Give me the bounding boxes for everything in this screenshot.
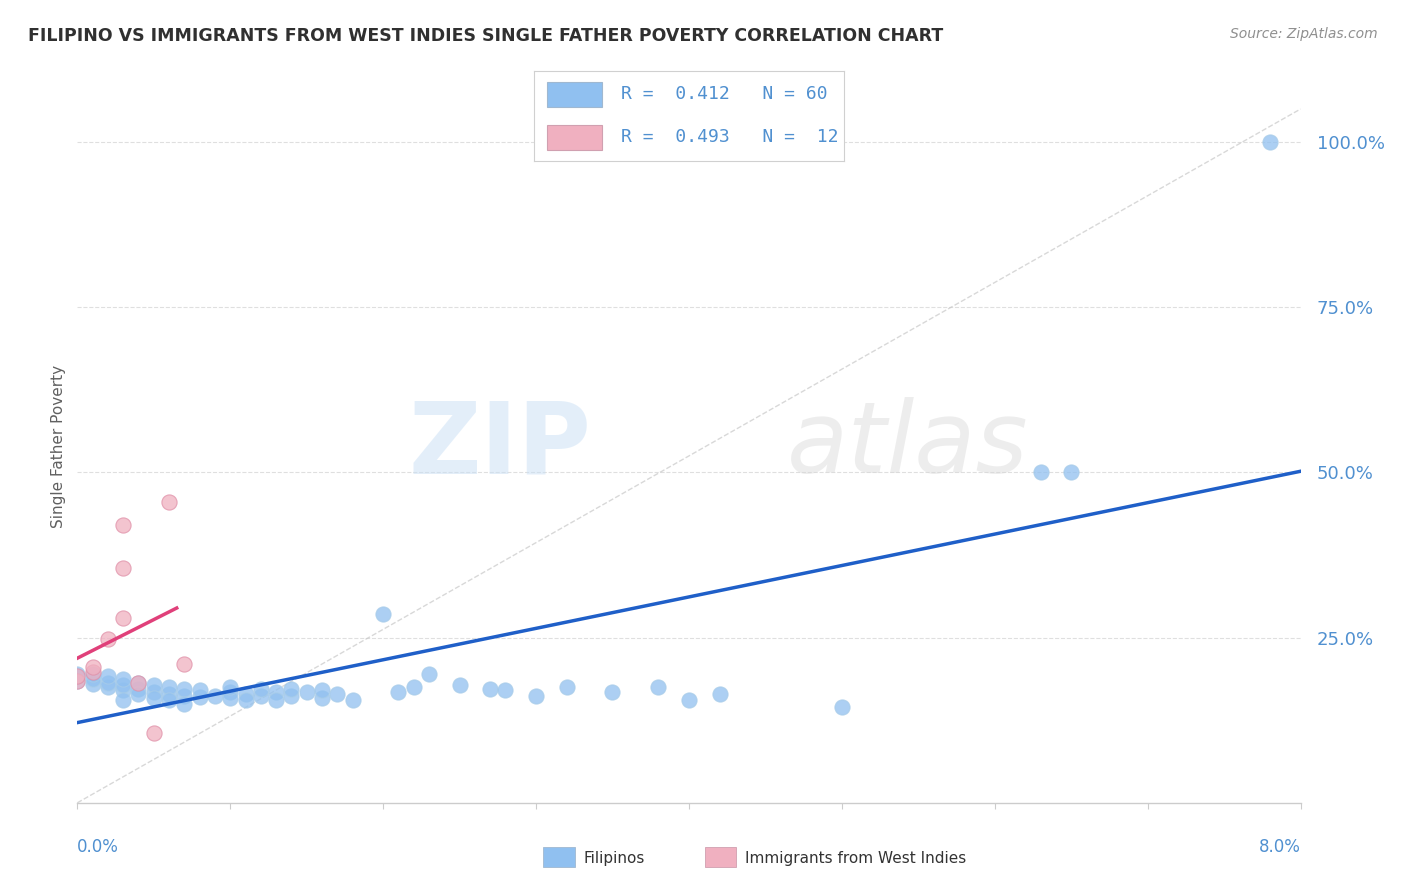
Point bbox=[524, 689, 547, 703]
Point bbox=[342, 693, 364, 707]
FancyBboxPatch shape bbox=[547, 125, 602, 150]
Point bbox=[82, 677, 104, 691]
Point bbox=[66, 669, 89, 683]
Point bbox=[280, 689, 302, 703]
Text: Immigrants from West Indies: Immigrants from West Indies bbox=[745, 851, 966, 865]
Point bbox=[112, 672, 135, 686]
Point bbox=[235, 693, 257, 707]
Point bbox=[418, 667, 440, 681]
Point bbox=[387, 685, 409, 699]
Point bbox=[82, 660, 104, 674]
Point bbox=[82, 672, 104, 686]
Point bbox=[188, 683, 211, 698]
Text: R =  0.493   N =  12: R = 0.493 N = 12 bbox=[621, 128, 838, 146]
Point bbox=[311, 683, 333, 698]
Point bbox=[831, 700, 853, 714]
Point bbox=[311, 691, 333, 706]
Point bbox=[280, 682, 302, 697]
Point bbox=[157, 693, 180, 707]
Point bbox=[219, 691, 242, 706]
Point bbox=[97, 632, 120, 646]
Point bbox=[112, 678, 135, 692]
Point bbox=[157, 495, 180, 509]
Point bbox=[602, 685, 624, 699]
Point bbox=[82, 667, 104, 681]
Point bbox=[127, 687, 149, 701]
Point bbox=[97, 680, 120, 694]
Point bbox=[142, 726, 165, 740]
Point bbox=[678, 693, 700, 707]
Point bbox=[142, 678, 165, 692]
Point bbox=[204, 689, 226, 703]
Point bbox=[479, 682, 502, 697]
FancyBboxPatch shape bbox=[547, 82, 602, 107]
Point bbox=[97, 669, 120, 683]
Point bbox=[219, 685, 242, 699]
Point bbox=[173, 657, 195, 671]
Text: ZIP: ZIP bbox=[408, 398, 591, 494]
Text: R =  0.412   N = 60: R = 0.412 N = 60 bbox=[621, 85, 828, 103]
Point bbox=[112, 611, 135, 625]
Point bbox=[66, 670, 89, 684]
Point bbox=[157, 687, 180, 701]
Point bbox=[66, 667, 89, 681]
Text: FILIPINO VS IMMIGRANTS FROM WEST INDIES SINGLE FATHER POVERTY CORRELATION CHART: FILIPINO VS IMMIGRANTS FROM WEST INDIES … bbox=[28, 27, 943, 45]
Point bbox=[66, 673, 89, 688]
Point bbox=[112, 561, 135, 575]
Point bbox=[219, 680, 242, 694]
Text: 0.0%: 0.0% bbox=[77, 838, 120, 856]
Point bbox=[264, 693, 287, 707]
Point bbox=[647, 680, 669, 694]
Point bbox=[1029, 466, 1052, 480]
Point bbox=[250, 682, 273, 697]
Point bbox=[127, 675, 149, 690]
Y-axis label: Single Father Poverty: Single Father Poverty bbox=[51, 365, 66, 527]
Point bbox=[66, 673, 89, 688]
Text: atlas: atlas bbox=[787, 398, 1028, 494]
Point bbox=[371, 607, 394, 622]
Point bbox=[709, 687, 731, 701]
Point bbox=[173, 689, 195, 703]
Point bbox=[295, 685, 318, 699]
Point bbox=[264, 685, 287, 699]
FancyBboxPatch shape bbox=[543, 847, 575, 867]
Text: 8.0%: 8.0% bbox=[1258, 838, 1301, 856]
Point bbox=[250, 689, 273, 703]
Point bbox=[157, 680, 180, 694]
Point bbox=[495, 683, 517, 698]
Point bbox=[1258, 135, 1281, 149]
Point bbox=[555, 680, 578, 694]
FancyBboxPatch shape bbox=[704, 847, 737, 867]
Text: Filipinos: Filipinos bbox=[583, 851, 645, 865]
Point bbox=[173, 697, 195, 711]
Point bbox=[112, 518, 135, 533]
Point bbox=[97, 675, 120, 690]
Point bbox=[188, 690, 211, 704]
Point bbox=[235, 687, 257, 701]
Point bbox=[173, 682, 195, 697]
Point bbox=[326, 687, 349, 701]
Point bbox=[449, 678, 471, 692]
Text: Source: ZipAtlas.com: Source: ZipAtlas.com bbox=[1230, 27, 1378, 41]
Point bbox=[127, 682, 149, 697]
Point bbox=[82, 665, 104, 679]
Point bbox=[112, 693, 135, 707]
Point bbox=[1060, 466, 1083, 480]
Point bbox=[127, 675, 149, 690]
Point bbox=[112, 683, 135, 698]
Point bbox=[142, 691, 165, 706]
Point bbox=[142, 685, 165, 699]
Point bbox=[402, 680, 425, 694]
